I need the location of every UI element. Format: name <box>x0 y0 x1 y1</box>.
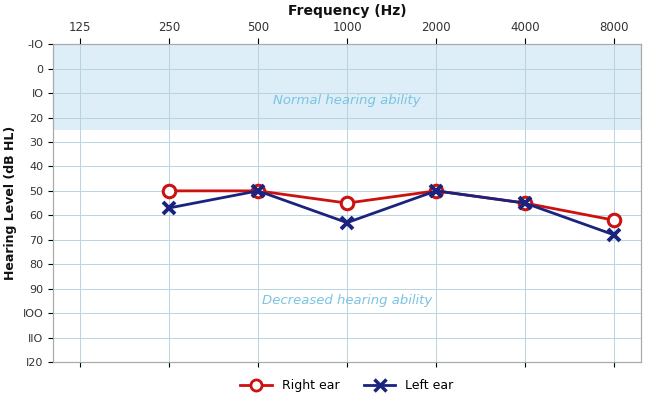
Left ear <box>165 206 173 210</box>
X-axis label: Frequency (Hz): Frequency (Hz) <box>288 4 406 18</box>
Right ear <box>254 188 262 193</box>
Left ear <box>610 232 618 237</box>
Legend: Right ear, Left ear: Right ear, Left ear <box>235 374 459 397</box>
Right ear <box>432 188 440 193</box>
Right ear <box>610 218 618 223</box>
Y-axis label: Hearing Level (dB HL): Hearing Level (dB HL) <box>4 126 17 280</box>
Left ear <box>254 188 262 193</box>
Bar <box>53 44 641 130</box>
Left ear <box>432 188 440 193</box>
Right ear <box>165 188 173 193</box>
Line: Right ear: Right ear <box>163 185 620 226</box>
Left ear <box>521 201 529 206</box>
Line: Left ear: Left ear <box>163 185 620 241</box>
Left ear <box>343 220 351 225</box>
Right ear <box>521 201 529 206</box>
Text: Decreased hearing ability: Decreased hearing ability <box>262 294 432 308</box>
Text: Normal hearing ability: Normal hearing ability <box>273 94 421 107</box>
Right ear <box>343 201 351 206</box>
